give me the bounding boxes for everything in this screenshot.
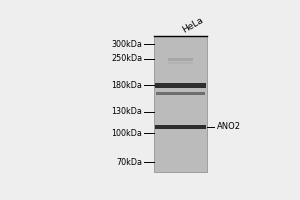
Text: ANO2: ANO2: [217, 122, 241, 131]
Text: 100kDa: 100kDa: [111, 129, 142, 138]
Text: HeLa: HeLa: [181, 16, 205, 35]
Bar: [156, 92, 205, 95]
Text: 70kDa: 70kDa: [116, 158, 142, 167]
Text: 300kDa: 300kDa: [111, 40, 142, 49]
Text: 180kDa: 180kDa: [111, 81, 142, 90]
Bar: [168, 58, 193, 61]
Bar: [155, 83, 206, 88]
Text: 250kDa: 250kDa: [111, 54, 142, 63]
Bar: [155, 125, 206, 129]
Text: 130kDa: 130kDa: [111, 107, 142, 116]
Bar: [169, 62, 193, 64]
Bar: [154, 36, 207, 172]
